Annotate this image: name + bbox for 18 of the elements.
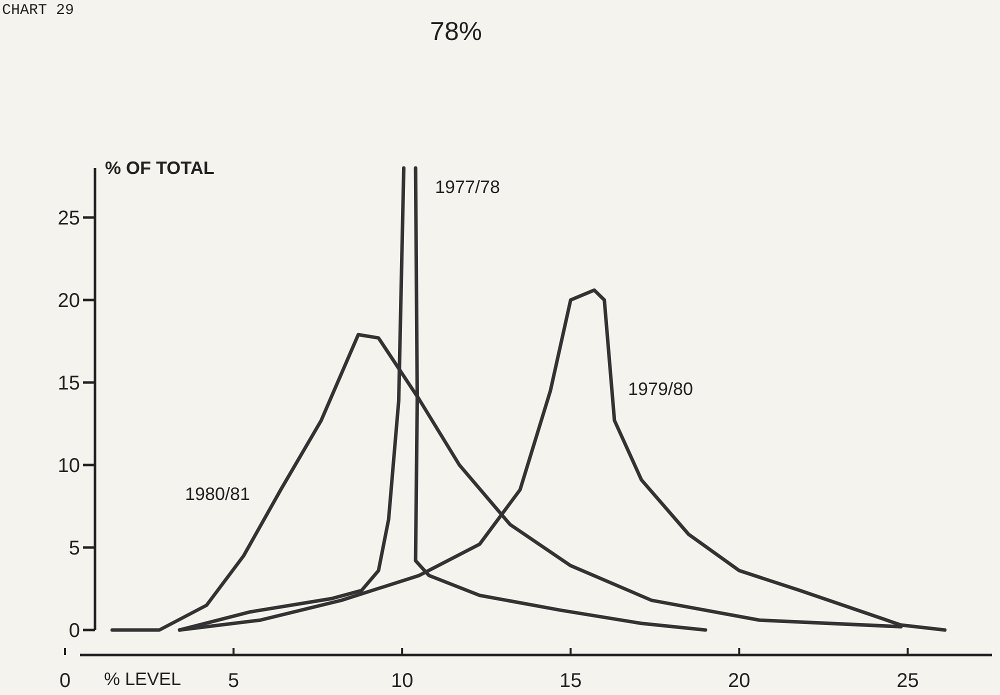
y-tick-label: 10 [58, 455, 80, 477]
x-tick-label: 20 [728, 670, 750, 692]
x-tick-label: 10 [390, 670, 414, 692]
x-tick-label: 25 [896, 670, 919, 692]
x-tick-label: 15 [560, 670, 582, 692]
series-label: 1980/81 [185, 484, 250, 504]
y-tick-label: 5 [68, 538, 80, 560]
y-tick-label: 15 [58, 372, 80, 394]
y-tick-label: 20 [58, 290, 80, 312]
y-tick-label: 0 [68, 620, 80, 642]
chart-title: CHART 29 [2, 2, 74, 19]
series-label: 1977/78 [435, 177, 500, 197]
x-axis-title: % LEVEL [104, 669, 182, 689]
text: 78% [430, 16, 482, 46]
y-tick-label: 25 [58, 208, 80, 230]
series-label: 1979/80 [628, 379, 694, 399]
x-tick-label: 5 [228, 670, 240, 692]
y-axis-title: % OF TOTAL [105, 158, 214, 178]
